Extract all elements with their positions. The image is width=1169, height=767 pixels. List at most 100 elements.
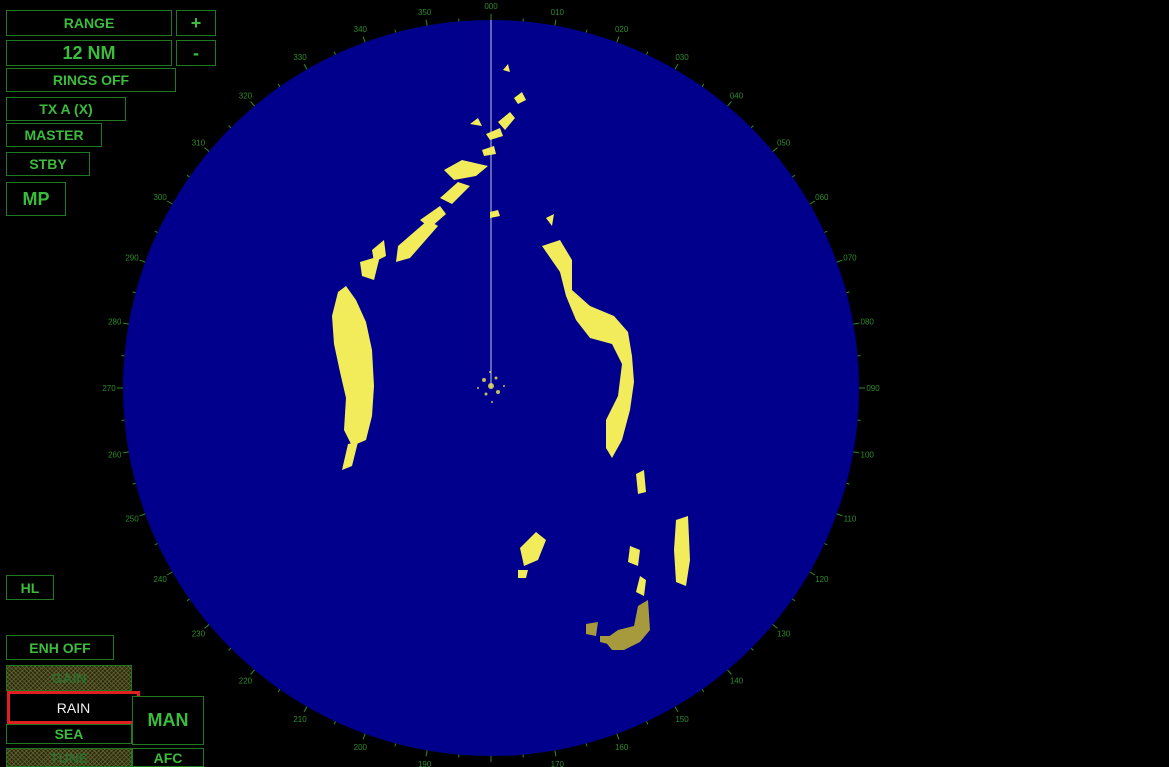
echo-west-landmass [332,286,374,470]
master-button[interactable]: MASTER [6,123,102,147]
bearing-tick [772,624,778,629]
echo-south-dim [586,600,650,650]
bearing-label: 310 [192,138,206,147]
rain-button[interactable]: RAIN [7,691,140,724]
bearing-label: 270 [102,384,116,393]
bearing-tick [333,51,336,55]
bearing-tick [132,291,136,294]
bearing-tick [824,543,828,546]
bearing-tick [616,733,620,740]
enhance-button[interactable]: ENH OFF [6,635,114,660]
bearing-label: 080 [861,318,875,327]
bearing-label: 230 [192,630,206,639]
bearing-tick [646,721,649,725]
tune-button[interactable]: TUNE [6,748,132,767]
bearing-tick [333,721,336,725]
bearing-label: 260 [108,450,122,459]
bearing-tick [303,63,308,70]
bearing-label: 140 [730,677,744,686]
manual-mode-button[interactable]: MAN [132,696,204,745]
echo-northwest-ridge [360,64,526,280]
bearing-tick [853,322,860,325]
bearing-label: 240 [153,575,167,584]
bearing-tick [154,230,158,233]
echo-east-coastline [518,214,690,596]
bearing-tick [585,29,588,33]
bearing-label: 340 [354,25,368,34]
bearing-labels: 000 010 020 030 040 050 060 070 080 090 100 110 120 1… [102,2,880,767]
bearing-tick [853,451,860,454]
standby-button[interactable]: STBY [6,152,90,176]
bearing-label: 050 [777,138,791,147]
bearing-tick [824,230,828,233]
bearing-tick [674,706,679,713]
own-ship-clutter [477,371,505,403]
bearing-tick [166,200,173,205]
bearing-tick [425,750,428,757]
bearing-tick [228,125,232,129]
bearing-tick [674,63,679,70]
bearing-label: 150 [675,715,689,724]
bearing-tick [139,513,146,517]
bearing-tick [809,571,816,576]
bearing-tick [204,624,210,629]
heading-line-button[interactable]: HL [6,575,54,600]
range-value: 12 NM [6,40,172,66]
bearing-label: 020 [615,25,629,34]
bearing-tick [166,571,173,576]
bearing-label: 160 [615,743,629,752]
bearing-tick [228,647,232,651]
bearing-label: 060 [815,193,829,202]
bearing-tick [139,259,146,263]
bearing-tick [792,598,796,602]
bearing-label: 110 [844,515,857,524]
bearing-tick [394,743,397,747]
range-label: RANGE [6,10,172,36]
bearing-tick [186,174,190,178]
bearing-tick [836,513,843,517]
bearing-label: 200 [354,743,368,752]
range-decrease-button[interactable]: - [176,40,216,66]
bearing-tick [362,36,366,43]
bearing-tick [772,147,778,152]
bearing-label: 070 [843,253,857,262]
bearing-scale [117,14,865,762]
bearing-tick [204,147,210,152]
bearing-label: 100 [861,450,875,459]
bearing-tick [250,101,255,107]
gain-button[interactable]: GAIN [6,665,132,691]
bearing-tick [122,322,129,325]
bearing-tick [616,36,620,43]
sea-button[interactable]: SEA [6,724,132,744]
bearing-label: 280 [108,318,122,327]
bearing-label: 220 [239,677,253,686]
bearing-tick [836,259,843,263]
bearing-label: 320 [239,91,253,100]
bearing-tick [646,51,649,55]
bearing-label: 300 [153,193,167,202]
bearing-tick [727,101,732,107]
bearing-tick [277,689,281,693]
bearing-tick [809,200,816,205]
bearing-tick [750,125,754,129]
bearing-label: 350 [418,8,432,17]
bearing-tick [394,29,397,33]
bearing-label: 090 [866,384,880,393]
range-increase-button[interactable]: + [176,10,216,36]
bearing-tick [846,482,850,485]
tx-antenna-button[interactable]: TX A (X) [6,97,126,121]
bearing-tick [154,543,158,546]
bearing-tick [250,669,255,675]
bearing-label: 170 [551,760,565,767]
bearing-tick [303,706,308,713]
bearing-label: 120 [815,575,829,584]
bearing-tick [727,669,732,675]
rings-toggle-button[interactable]: RINGS OFF [6,68,176,92]
bearing-label: 040 [730,91,744,100]
bearing-tick [585,743,588,747]
bearing-tick [846,291,850,294]
radar-echoes [332,64,690,650]
mp-button[interactable]: MP [6,182,66,216]
bearing-label: 330 [293,53,307,62]
